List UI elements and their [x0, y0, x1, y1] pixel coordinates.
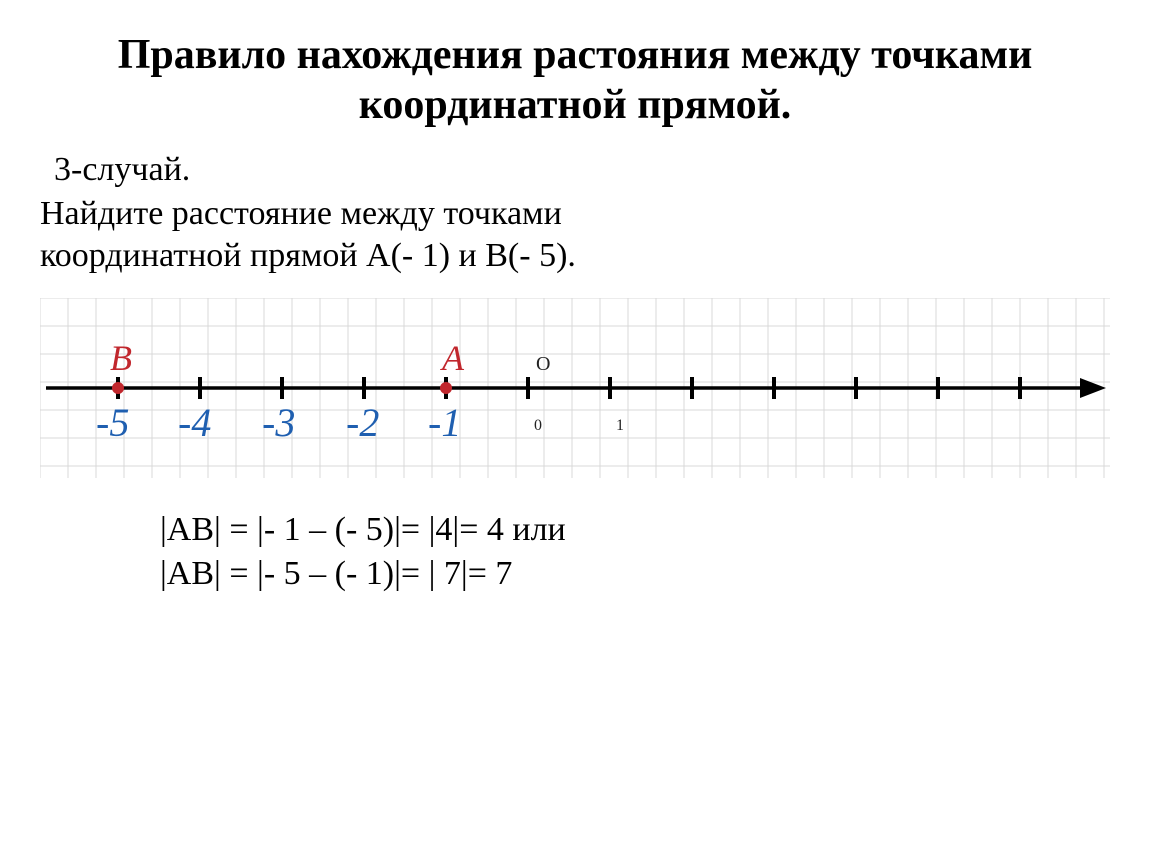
svg-text:-3: -3 [262, 400, 295, 445]
equation-line-2: |АВ| = |- 5 – (- 1)|= | 7|= 7 [160, 552, 1110, 596]
task-line-1: Найдите расстояние между точками [40, 195, 562, 232]
svg-text:-1: -1 [428, 400, 461, 445]
case-label: 3-случай. [54, 151, 1110, 189]
svg-text:O: O [536, 353, 550, 375]
svg-text:A: A [440, 338, 465, 378]
equation-line-1: |АВ| = |- 1 – (- 5)|= |4|= 4 или [160, 508, 1110, 552]
svg-text:-4: -4 [178, 400, 211, 445]
svg-text:-2: -2 [346, 400, 379, 445]
svg-text:1: 1 [616, 417, 624, 434]
equations: |АВ| = |- 1 – (- 5)|= |4|= 4 или |АВ| = … [160, 508, 1110, 596]
svg-text:-5: -5 [96, 400, 129, 445]
number-line-svg: O 0 1 -5 -4 -3 -2 -1 B A [40, 298, 1110, 478]
slide: Правило нахождения растояния между точка… [0, 0, 1150, 864]
slide-title: Правило нахождения растояния между точка… [60, 30, 1090, 131]
number-line-diagram: O 0 1 -5 -4 -3 -2 -1 B A [40, 298, 1110, 478]
task-line-2: координатной прямой А(- 1) и В(- 5). [40, 237, 576, 274]
svg-text:B: B [110, 338, 132, 378]
svg-text:0: 0 [534, 417, 542, 434]
task-text: Найдите расстояние между точками координ… [40, 193, 1110, 278]
